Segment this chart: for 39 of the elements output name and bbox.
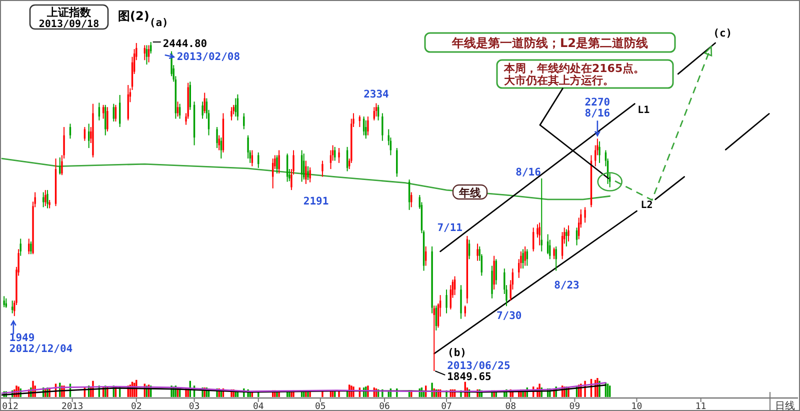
annotation: (a) — [149, 17, 168, 29]
annotation: 2013/02/08 — [176, 51, 240, 63]
text: 日线 — [775, 400, 795, 411]
x-tick-label: 012 — [2, 402, 18, 411]
annotation: 本周，年线约处在2165点。 — [503, 62, 645, 75]
x-tick-label: 05 — [314, 402, 326, 411]
x-tick-label: 2013 — [61, 402, 84, 411]
annotation: 1849.65 — [447, 371, 492, 383]
chart-subtitle: 2013/09/18 — [38, 19, 100, 30]
x-tick-label: 06 — [379, 402, 390, 411]
x-tick-label: 03 — [188, 402, 200, 411]
x-tick-label: 11 — [695, 402, 706, 411]
annotation: 年线是第一道防线；L2是第二道防线 — [451, 36, 648, 50]
x-tick-label: 08 — [505, 402, 516, 411]
annotation: 2270 — [584, 96, 610, 109]
annotation: 7/30 — [496, 310, 522, 322]
annotation: 8/16 — [516, 166, 541, 178]
annotation: 2444.80 — [162, 38, 208, 50]
annotation: 大市仍在其上方运行。 — [504, 74, 614, 87]
annotation: 7/11 — [437, 222, 462, 234]
annotation: (c) — [713, 28, 732, 40]
series-label: L2 — [640, 200, 653, 212]
annotation: 2012/12/04 — [9, 343, 73, 356]
annotation: 2191 — [303, 195, 329, 208]
annotation: 8/16 — [584, 108, 610, 120]
chart-title: 上证指数 — [46, 6, 92, 19]
series-label: 年线 — [458, 186, 481, 200]
x-tick-label: 02 — [130, 402, 142, 411]
annotation: 2013/06/25 — [447, 360, 510, 372]
series-label: L1 — [638, 104, 650, 116]
x-tick-label: 07 — [441, 402, 452, 411]
text: 图(2) — [118, 9, 150, 23]
x-tick-label: 10 — [631, 402, 642, 411]
annotation: 1949 — [9, 332, 35, 344]
annotation: 2334 — [364, 88, 389, 100]
annotation: 8/23 — [554, 280, 580, 292]
annotation: (b) — [448, 347, 466, 359]
x-tick-label: 04 — [252, 402, 264, 411]
x-tick-label: 09 — [569, 402, 580, 411]
